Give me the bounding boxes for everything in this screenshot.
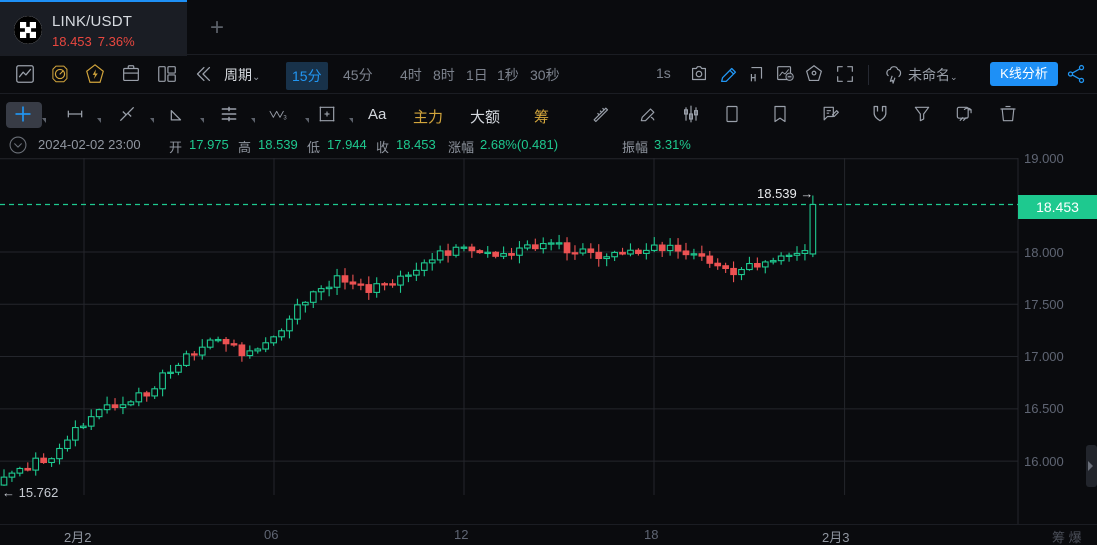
- svg-text:3: 3: [283, 115, 287, 121]
